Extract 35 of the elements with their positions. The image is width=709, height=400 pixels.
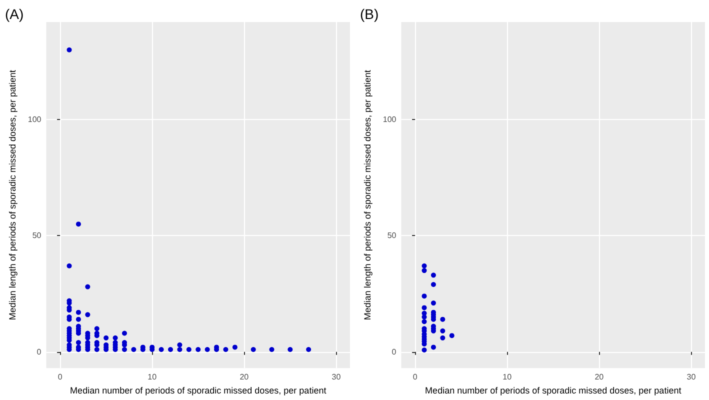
point [430, 282, 436, 287]
point [422, 294, 427, 299]
point [422, 305, 427, 310]
point [430, 344, 436, 350]
point [449, 333, 454, 338]
y-axis-title: Median length of periods of sporadic missed doses, per patient [8, 69, 18, 320]
y-tick-label: 100 [28, 115, 42, 124]
point [440, 316, 446, 322]
x-tick-label: 10 [502, 372, 512, 382]
chart-title: (A) [5, 6, 24, 22]
point [422, 263, 427, 268]
y-tick-label: 50 [32, 231, 42, 240]
x-axis-title: Median number of periods of sporadic missed doses, per patient [70, 386, 327, 396]
x-tick-label: 0 [58, 372, 63, 382]
x-tick-label: 30 [686, 372, 696, 382]
x-axis-title: Median number of periods of sporadic missed doses, per patient [425, 386, 682, 396]
x-tick-label: 20 [594, 372, 604, 382]
y-tick-label: 0 [392, 347, 397, 356]
point [430, 300, 436, 306]
point [440, 335, 446, 340]
x-tick-label: 10 [148, 372, 158, 382]
point [422, 319, 427, 324]
y-tick-label: 100 [382, 115, 397, 124]
x-tick-label: 20 [240, 372, 250, 382]
chart-title: (B) [360, 6, 379, 22]
point [440, 328, 446, 334]
point [422, 268, 427, 274]
y-tick-label: 0 [36, 347, 42, 356]
x-tick-label: 30 [332, 372, 342, 382]
y-tick-label: 50 [387, 231, 397, 240]
point [422, 314, 427, 320]
point [422, 347, 427, 352]
y-axis-title: Median length of periods of sporadic missed doses, per patient [362, 69, 372, 320]
x-tick-label: 0 [412, 372, 418, 382]
point [430, 272, 436, 278]
